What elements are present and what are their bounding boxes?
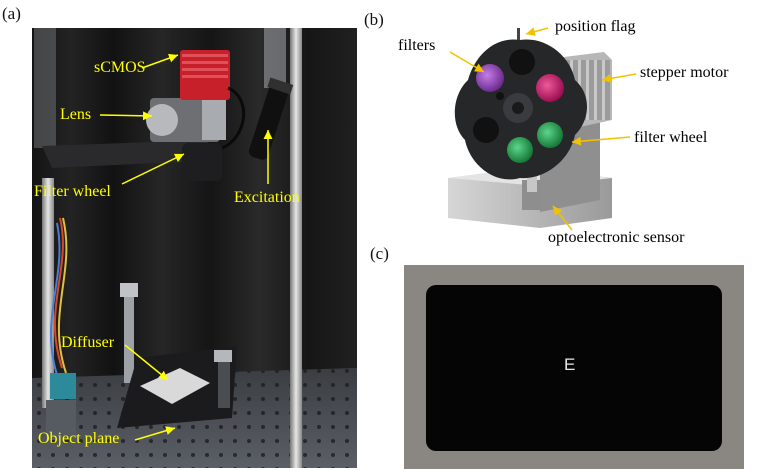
filter-green-2 (507, 137, 533, 163)
filter-empty-top (509, 49, 535, 75)
panel-label-c: (c) (370, 244, 389, 263)
arrow-optoelectronic-sensor (552, 205, 573, 231)
arrow-filter-wheel-b (571, 136, 631, 146)
setup-photo (32, 28, 357, 468)
filter-empty (473, 117, 499, 143)
label-filter-wheel-b: filter wheel (634, 129, 708, 146)
label-stepper-motor: stepper motor (640, 64, 729, 81)
target-photo: E (404, 265, 744, 469)
panel-label-a: (a) (2, 4, 21, 23)
label-filter-wheel: Filter wheel (34, 183, 111, 200)
label-diffuser: Diffuser (61, 334, 115, 351)
target-letter: E (564, 355, 576, 374)
label-object-plane: Object plane (38, 430, 120, 447)
arrow-scmos (141, 53, 179, 69)
label-scmos: sCMOS (94, 59, 146, 76)
setup-photo-drawing (32, 28, 357, 468)
arrow-filter-wheel (121, 153, 185, 185)
filter-magenta (536, 74, 564, 102)
arrow-lens (99, 111, 153, 121)
filter-purple (476, 64, 504, 92)
arrow-diffuser (124, 344, 169, 381)
arrow-filters (449, 51, 485, 73)
arrow-stepper-motor (601, 73, 637, 83)
arrow-object-plane (134, 426, 176, 441)
arrow-position-flag (525, 27, 549, 36)
black-target-card (426, 285, 722, 451)
label-optoelectronic-sensor: optoelectronic sensor (548, 229, 685, 246)
label-filters: filters (398, 37, 436, 54)
label-position-flag: position flag (555, 18, 636, 35)
panel-label-b: (b) (364, 10, 384, 29)
filter-green-1 (537, 122, 563, 148)
label-excitation: Excitation (234, 189, 300, 206)
label-lens: Lens (60, 106, 92, 123)
